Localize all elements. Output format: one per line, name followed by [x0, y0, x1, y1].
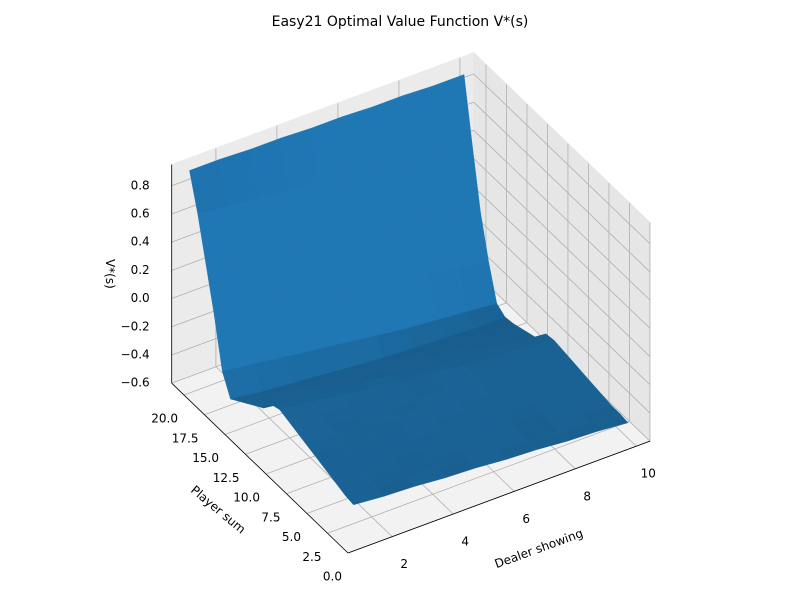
- x-axis-line: [347, 440, 651, 554]
- grid-line: [473, 242, 651, 414]
- surface-cell: [345, 486, 385, 505]
- z-tick-label: 0.4: [131, 235, 150, 249]
- grid-line: [327, 421, 630, 534]
- y-tick-label: 0.0: [323, 570, 342, 584]
- z-tick-label: 0.0: [131, 291, 150, 305]
- z-tick-label: 0.8: [131, 178, 150, 192]
- z-tick-label: −0.6: [121, 376, 150, 390]
- y-tick-label: 20.0: [151, 412, 178, 426]
- x-tick-label: 8: [583, 489, 591, 503]
- y-tick-label: 10.0: [233, 491, 260, 505]
- y-tick-label: 7.5: [261, 510, 280, 524]
- grid-line: [473, 101, 651, 273]
- z-tick-label: −0.2: [121, 319, 150, 333]
- x-tick-label: 2: [400, 557, 408, 571]
- y-tick-label: 15.0: [192, 451, 219, 465]
- chart-title: Easy21 Optimal Value Function V*(s): [272, 14, 529, 30]
- grid-line: [473, 214, 651, 386]
- y-tick-label: 12.5: [213, 471, 240, 485]
- z-tick-label: 0.2: [131, 263, 150, 277]
- z-tick-label: 0.6: [131, 206, 150, 220]
- z-axis-label: V*(s): [103, 259, 117, 289]
- grid-line: [473, 186, 651, 357]
- x-tick-label: 10: [641, 467, 656, 481]
- grid-line: [473, 129, 651, 301]
- y-axis-line: [171, 382, 349, 554]
- x-tick-label: 4: [461, 535, 469, 549]
- x-tick-label: 6: [522, 512, 530, 526]
- z-tick-label: −0.4: [121, 347, 150, 361]
- y-tick-label: 5.0: [282, 530, 301, 544]
- grid-line: [473, 158, 651, 329]
- x-axis-label: Dealer showing: [493, 526, 585, 571]
- y-tick-label: 2.5: [302, 550, 321, 564]
- y-tick-label: 17.5: [172, 431, 199, 445]
- grid-line: [473, 73, 651, 245]
